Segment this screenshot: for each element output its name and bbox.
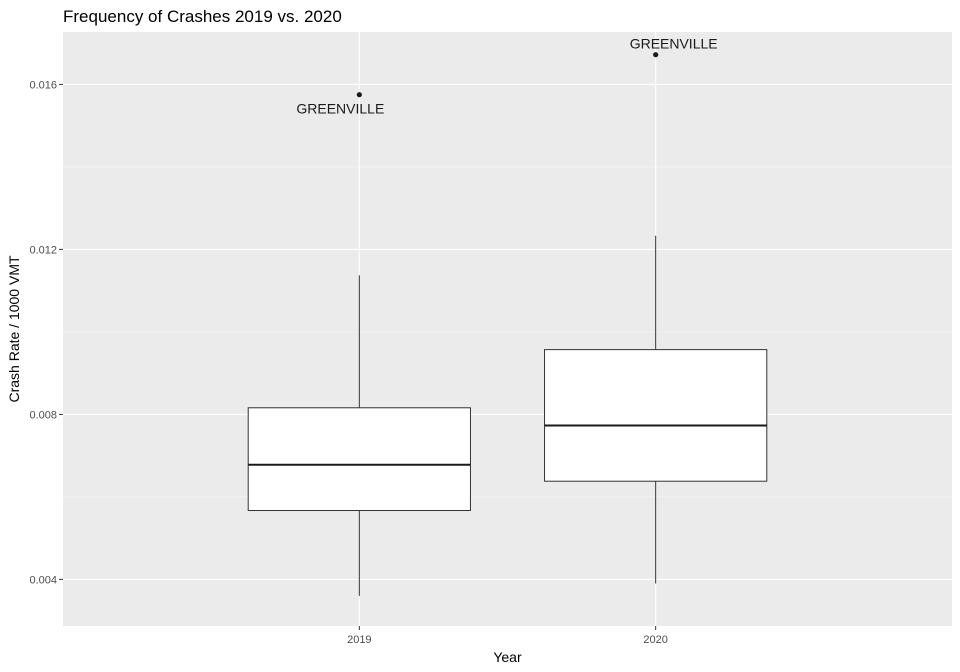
box-iqr (247, 407, 471, 512)
y-tick-label: 0.012 (29, 244, 57, 256)
x-axis-title: Year (493, 649, 522, 665)
outlier-point (356, 92, 362, 98)
outlier-label: GREENVILLE (630, 36, 718, 52)
plot-panel (63, 32, 952, 626)
y-tick-label: 0.016 (29, 79, 57, 91)
box-2019: GREENVILLE (247, 92, 471, 596)
x-axis-ticks: 2019 2020 (347, 626, 668, 646)
chart-title: Frequency of Crashes 2019 vs. 2020 (63, 7, 342, 26)
box-2020: GREENVILLE (544, 36, 768, 584)
x-tick-label: 2019 (347, 634, 371, 646)
y-axis-ticks: 0.004 0.008 0.012 0.016 (29, 79, 63, 586)
y-axis-title: Crash Rate / 1000 VMT (6, 255, 22, 403)
y-tick-label: 0.004 (29, 574, 57, 586)
x-tick-label: 2020 (643, 634, 667, 646)
y-tick-label: 0.008 (29, 409, 57, 421)
outlier-label: GREENVILLE (296, 101, 384, 117)
box-marks: GREENVILLE GREENVILLE (247, 36, 768, 596)
outlier-point (653, 52, 659, 58)
box-iqr (544, 349, 768, 482)
